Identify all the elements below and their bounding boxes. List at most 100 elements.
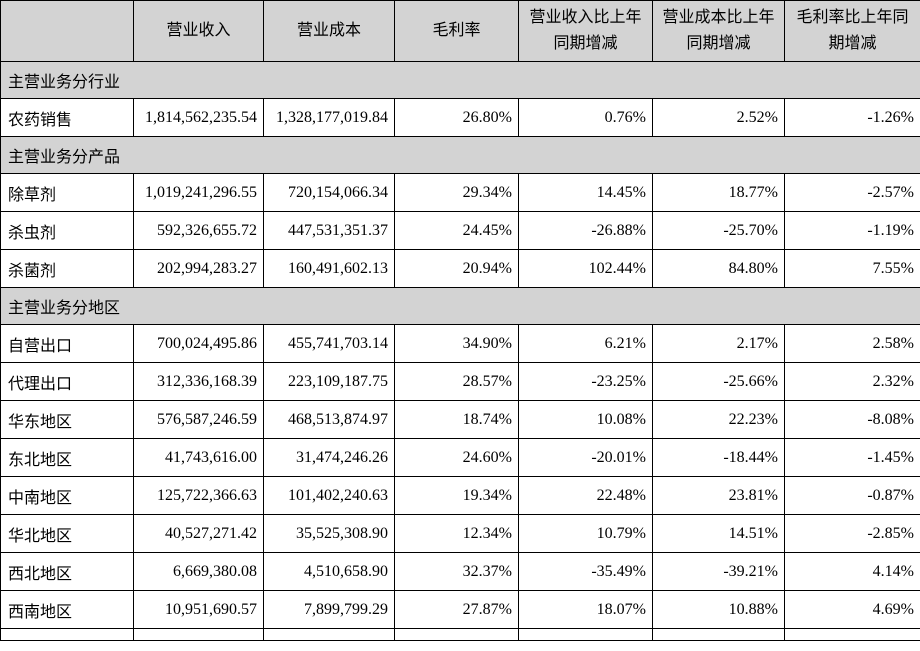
- table-row: 农药销售 1,814,562,235.54 1,328,177,019.84 26.8…: [0, 98, 920, 137]
- cell-value: 18.07%: [518, 590, 653, 629]
- cell-value: -1.45%: [784, 438, 920, 477]
- cell-value: 202,994,283.27: [133, 249, 264, 288]
- cell-value: 32.37%: [394, 552, 519, 591]
- column-header-gross-margin: 毛利率: [394, 0, 519, 62]
- cell-value: 101,402,240.63: [263, 476, 395, 515]
- empty-cell: [394, 628, 519, 641]
- cell-value: -1.26%: [784, 98, 920, 137]
- row-label: 农药销售: [0, 98, 134, 137]
- cell-value: -8.08%: [784, 400, 920, 439]
- row-label: 除草剂: [0, 173, 134, 212]
- cell-value: -23.25%: [518, 362, 653, 401]
- table-row: 自营出口 700,024,495.86 455,741,703.14 34.90% 6.…: [0, 324, 920, 363]
- table-row: 中南地区 125,722,366.63 101,402,240.63 19.34% 22…: [0, 476, 920, 515]
- cell-value: -2.85%: [784, 514, 920, 553]
- cell-value: 2.52%: [652, 98, 785, 137]
- column-header-cost-yoy: 营业成本比上年 同期增减: [652, 0, 785, 62]
- cell-value: 10.79%: [518, 514, 653, 553]
- cell-value: 10.88%: [652, 590, 785, 629]
- cell-value: 10,951,690.57: [133, 590, 264, 629]
- cell-value: 1,019,241,296.55: [133, 173, 264, 212]
- cell-value: 10.08%: [518, 400, 653, 439]
- cell-value: -25.70%: [652, 211, 785, 250]
- cell-value: 18.77%: [652, 173, 785, 212]
- cell-value: 312,336,168.39: [133, 362, 264, 401]
- cell-value: 6.21%: [518, 324, 653, 363]
- column-header-revenue-yoy: 营业收入比上年 同期增减: [518, 0, 653, 62]
- table-row: 东北地区 41,743,616.00 31,474,246.26 24.60% -20.…: [0, 438, 920, 477]
- empty-cell: [518, 628, 653, 641]
- table-row: 西南地区 10,951,690.57 7,899,799.29 27.87% 18.07…: [0, 590, 920, 629]
- section-row: 主营业务分产品: [0, 136, 920, 174]
- column-header-cost: 营业成本: [263, 0, 395, 62]
- cell-value: 14.45%: [518, 173, 653, 212]
- partial-row: [0, 628, 920, 641]
- row-label: 代理出口: [0, 362, 134, 401]
- cell-value: -1.19%: [784, 211, 920, 250]
- section-title: 主营业务分地区: [0, 287, 920, 325]
- table-row: 除草剂 1,019,241,296.55 720,154,066.34 29.34% 1…: [0, 173, 920, 212]
- cell-value: -18.44%: [652, 438, 785, 477]
- cell-value: 447,531,351.37: [263, 211, 395, 250]
- cell-value: -0.87%: [784, 476, 920, 515]
- cell-value: 22.23%: [652, 400, 785, 439]
- row-label: 自营出口: [0, 324, 134, 363]
- cell-value: 102.44%: [518, 249, 653, 288]
- cell-value: 455,741,703.14: [263, 324, 395, 363]
- table-row: 华东地区 576,587,246.59 468,513,874.97 18.74% 10…: [0, 400, 920, 439]
- cell-value: 84.80%: [652, 249, 785, 288]
- cell-value: 31,474,246.26: [263, 438, 395, 477]
- cell-value: 0.76%: [518, 98, 653, 137]
- section-title: 主营业务分产品: [0, 136, 920, 174]
- cell-value: 1,814,562,235.54: [133, 98, 264, 137]
- row-label: 杀菌剂: [0, 249, 134, 288]
- cell-value: -25.66%: [652, 362, 785, 401]
- cell-value: -20.01%: [518, 438, 653, 477]
- section-title: 主营业务分行业: [0, 61, 920, 99]
- table-row: 华北地区 40,527,271.42 35,525,308.90 12.34% 10.7…: [0, 514, 920, 553]
- cell-value: 40,527,271.42: [133, 514, 264, 553]
- cell-value: 592,326,655.72: [133, 211, 264, 250]
- cell-value: 1,328,177,019.84: [263, 98, 395, 137]
- cell-value: -39.21%: [652, 552, 785, 591]
- cell-value: 700,024,495.86: [133, 324, 264, 363]
- cell-value: -35.49%: [518, 552, 653, 591]
- cell-value: 14.51%: [652, 514, 785, 553]
- section-row: 主营业务分行业: [0, 61, 920, 99]
- row-label: 西北地区: [0, 552, 134, 591]
- column-header-category: [0, 0, 134, 62]
- cell-value: 468,513,874.97: [263, 400, 395, 439]
- cell-value: 4,510,658.90: [263, 552, 395, 591]
- empty-cell: [652, 628, 785, 641]
- row-label: 华东地区: [0, 400, 134, 439]
- row-label: 杀虫剂: [0, 211, 134, 250]
- empty-cell: [263, 628, 395, 641]
- cell-value: 34.90%: [394, 324, 519, 363]
- cell-value: 223,109,187.75: [263, 362, 395, 401]
- cell-value: 35,525,308.90: [263, 514, 395, 553]
- row-label: 西南地区: [0, 590, 134, 629]
- cell-value: 12.34%: [394, 514, 519, 553]
- cell-value: 4.69%: [784, 590, 920, 629]
- cell-value: 29.34%: [394, 173, 519, 212]
- cell-value: 576,587,246.59: [133, 400, 264, 439]
- cell-value: 24.60%: [394, 438, 519, 477]
- cell-value: -2.57%: [784, 173, 920, 212]
- empty-cell: [784, 628, 920, 641]
- row-label: 中南地区: [0, 476, 134, 515]
- cell-value: 26.80%: [394, 98, 519, 137]
- cell-value: 2.17%: [652, 324, 785, 363]
- table-row: 杀菌剂 202,994,283.27 160,491,602.13 20.94% 102…: [0, 249, 920, 288]
- cell-value: 7.55%: [784, 249, 920, 288]
- cell-value: 4.14%: [784, 552, 920, 591]
- row-label: 华北地区: [0, 514, 134, 553]
- cell-value: 7,899,799.29: [263, 590, 395, 629]
- cell-value: 125,722,366.63: [133, 476, 264, 515]
- cell-value: 27.87%: [394, 590, 519, 629]
- column-header-margin-yoy: 毛利率比上年同 期增减: [784, 0, 920, 62]
- empty-cell: [133, 628, 264, 641]
- cell-value: 6,669,380.08: [133, 552, 264, 591]
- cell-value: 720,154,066.34: [263, 173, 395, 212]
